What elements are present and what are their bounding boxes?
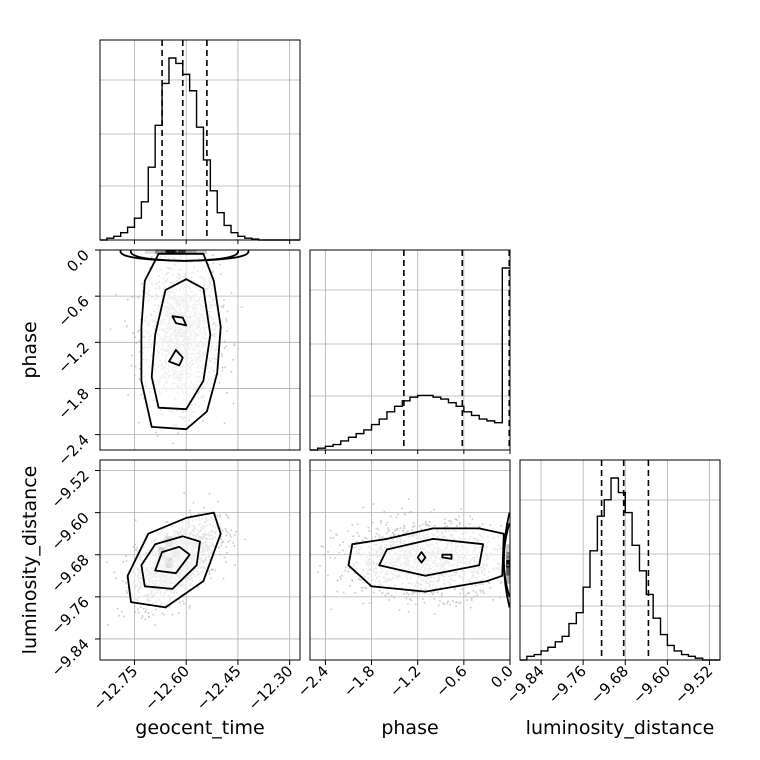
tick-label-y: −1.8 xyxy=(54,385,92,423)
density-cell xyxy=(506,544,510,553)
axis-label-x-geocent_time: geocent_time xyxy=(135,717,264,739)
tick-label-x: −1.2 xyxy=(386,662,424,700)
panel-frame-hist-luminosity_distance xyxy=(519,459,721,661)
density-cell xyxy=(506,560,510,568)
contour-geocent_time-luminosity_distance xyxy=(126,511,222,609)
contour-phase-luminosity_distance xyxy=(347,527,505,593)
tick-label-y: −2.4 xyxy=(54,431,92,469)
histogram-step-phase xyxy=(310,267,510,451)
tick-label-x: −12.75 xyxy=(89,662,141,714)
axis-label-y-luminosity_distance: luminosity_distance xyxy=(19,466,41,655)
tick-label-y: −9.84 xyxy=(48,635,93,680)
panel-frame-hist-phase xyxy=(309,249,511,451)
tick-label-x: −12.30 xyxy=(245,662,297,714)
contour-geocent_time-luminosity_distance xyxy=(154,545,191,575)
panel-frame-geocent_time-luminosity_distance xyxy=(99,459,301,661)
density-cell xyxy=(165,250,176,254)
contour-edge xyxy=(130,250,239,262)
histogram-step-geocent_time xyxy=(100,57,300,241)
contour-geocent_time-phase xyxy=(168,349,184,367)
tick-label-y: −1.2 xyxy=(54,338,92,376)
density-cell xyxy=(506,575,510,584)
tick-label-y: −9.68 xyxy=(48,551,93,596)
tick-label-x: −12.60 xyxy=(141,662,193,714)
contour-geocent_time-luminosity_distance xyxy=(140,535,201,590)
axis-label-y-phase: phase xyxy=(19,321,41,378)
tick-label-x: −9.60 xyxy=(629,662,674,707)
tick-label-y: 0.0 xyxy=(63,246,93,276)
density-cell xyxy=(186,250,197,254)
density-cell xyxy=(506,567,510,576)
density-cell xyxy=(175,250,187,254)
density-cell xyxy=(144,250,156,254)
contour-edge xyxy=(502,522,511,598)
tick-label-y: −0.6 xyxy=(54,292,92,330)
tick-label-x: −9.52 xyxy=(671,662,716,707)
panel-frame-phase-luminosity_distance xyxy=(309,459,511,661)
panel-frame-geocent_time-phase xyxy=(99,249,301,451)
axis-label-x-phase: phase xyxy=(381,717,438,739)
tick-label-y: −9.60 xyxy=(48,509,93,554)
axis-label-x-luminosity_distance: luminosity_distance xyxy=(526,717,715,739)
contour-geocent_time-phase xyxy=(171,315,188,327)
tick-label-x: −2.4 xyxy=(294,662,332,700)
tick-label-y: −9.52 xyxy=(48,467,93,512)
contour-phase-luminosity_distance xyxy=(441,553,453,560)
contour-phase-luminosity_distance xyxy=(378,538,484,577)
tick-label-x: −1.8 xyxy=(340,662,378,700)
density-cell xyxy=(196,250,207,254)
density-cell xyxy=(506,552,510,560)
tick-label-y: −9.76 xyxy=(48,593,93,638)
tick-label-x: −12.45 xyxy=(193,662,245,714)
tick-label-x: −0.6 xyxy=(432,662,470,700)
contour-geocent_time-phase xyxy=(150,278,212,411)
contour-phase-luminosity_distance xyxy=(416,551,427,564)
panel-frame-hist-geocent_time xyxy=(99,39,301,241)
histogram-step-luminosity_distance xyxy=(520,477,720,661)
tick-label-x: −9.76 xyxy=(545,662,590,707)
tick-label-x: −9.68 xyxy=(587,662,632,707)
